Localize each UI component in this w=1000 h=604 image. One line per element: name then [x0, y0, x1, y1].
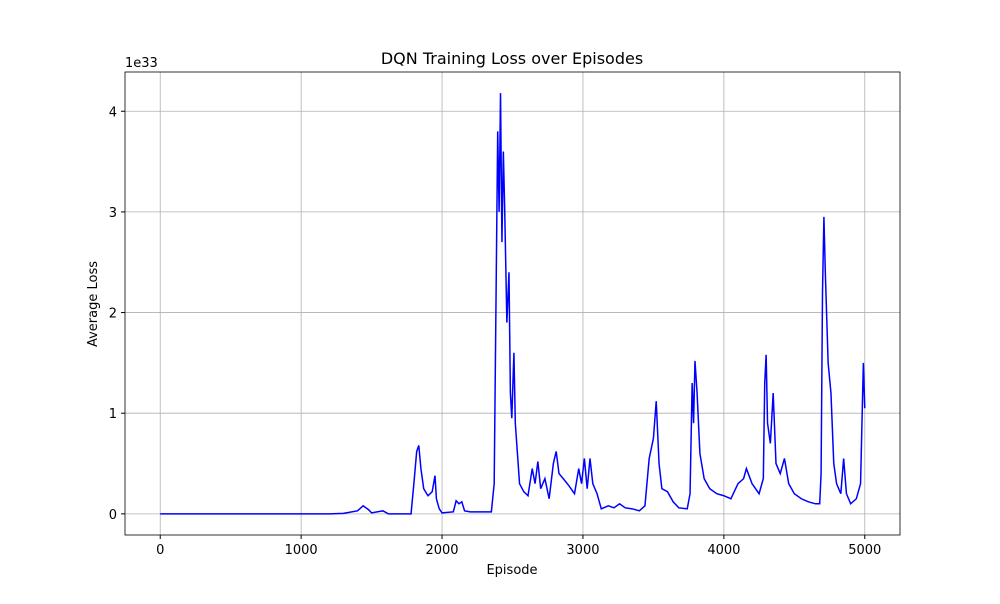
- y-axis-label: Average Loss: [86, 261, 101, 347]
- x-tick-label: 2000: [425, 543, 458, 558]
- y-tick-label: 4: [109, 105, 117, 120]
- y-tick-label: 0: [109, 508, 117, 523]
- x-tick-label: 3000: [566, 543, 599, 558]
- x-tick-label: 5000: [848, 543, 881, 558]
- x-tick-label: 0: [156, 543, 164, 558]
- y-tick-label: 1: [109, 407, 117, 422]
- y-offset-text: 1e33: [125, 56, 158, 71]
- x-axis-label: Episode: [486, 563, 537, 578]
- line: [160, 93, 866, 515]
- x-tick-label: 4000: [707, 543, 740, 558]
- x-tick-label: 1000: [285, 543, 318, 558]
- y-tick-label: 2: [109, 307, 117, 322]
- chart-title: DQN Training Loss over Episodes: [381, 49, 643, 68]
- y-tick-label: 3: [109, 206, 117, 221]
- plot-frame: [124, 71, 901, 536]
